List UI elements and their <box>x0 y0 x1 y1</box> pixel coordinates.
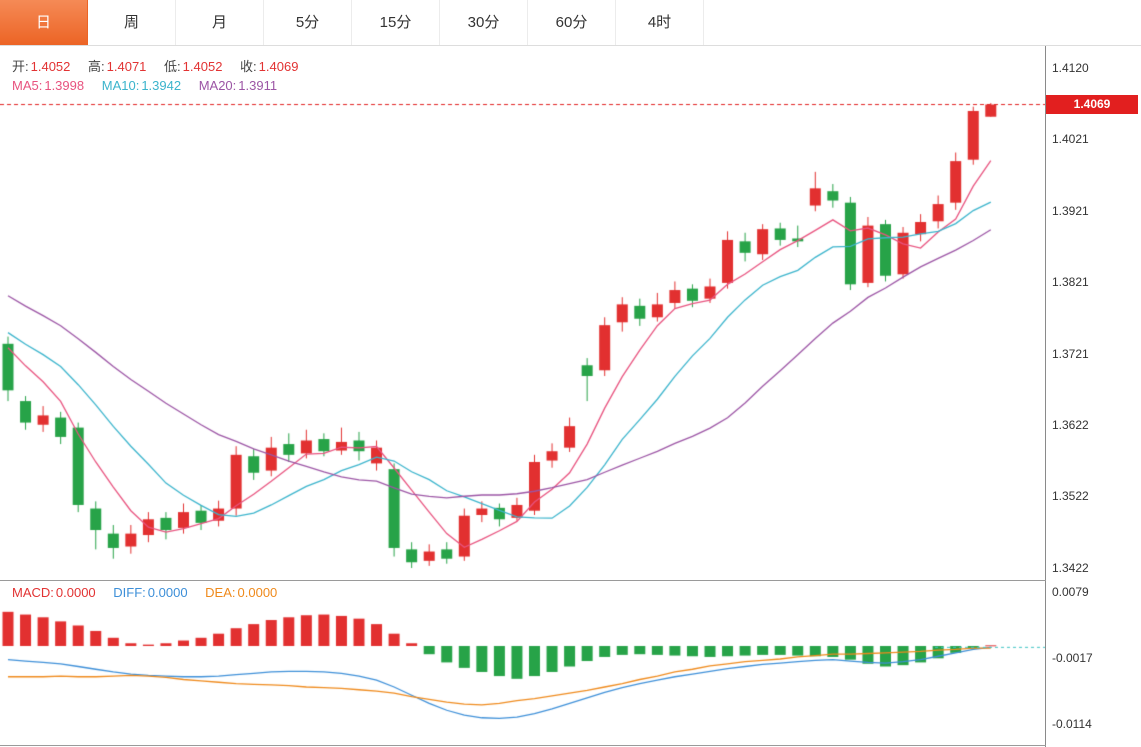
macd-axis-label: -0.0114 <box>1052 717 1092 731</box>
tab-week[interactable]: 周 <box>88 0 176 45</box>
tab-month[interactable]: 月 <box>176 0 264 45</box>
ohlc-open: 开: 1.4052 <box>12 59 71 74</box>
ohlc-legend: 开: 1.4052 高: 1.4071 低: 1.4052 收: 1.4069 <box>12 56 312 75</box>
ma10-legend: MA10: 1.3942 <box>101 78 182 93</box>
price-axis-label: 1.3921 <box>1052 204 1089 218</box>
ma-legend: MA5: 1.3998 MA10: 1.3942 MA20: 1.3911 <box>12 78 291 93</box>
tab-30min[interactable]: 30分 <box>440 0 528 45</box>
ohlc-close: 收: 1.4069 <box>240 59 299 74</box>
timeframe-toolbar: 日 周 月 5分 15分 30分 60分 4时 <box>0 0 1141 46</box>
tab-5min[interactable]: 5分 <box>264 0 352 45</box>
price-axis-label: 1.4021 <box>1052 132 1089 146</box>
tab-4hour[interactable]: 4时 <box>616 0 704 45</box>
ohlc-low: 低: 1.4052 <box>164 59 223 74</box>
dea-value: DEA: 0.0000 <box>205 585 278 600</box>
price-axis-divider <box>1045 45 1046 747</box>
ma20-legend: MA20: 1.3911 <box>198 78 278 93</box>
price-axis-label: 1.4120 <box>1052 61 1089 75</box>
macd-axis-label: -0.0017 <box>1052 651 1093 665</box>
tab-15min[interactable]: 15分 <box>352 0 440 45</box>
chart-bottom-border <box>0 745 1141 746</box>
ma5-legend: MA5: 1.3998 <box>12 78 85 93</box>
price-axis-label: 1.3622 <box>1052 418 1089 432</box>
price-axis-label: 1.3422 <box>1052 561 1089 575</box>
ohlc-high: 高: 1.4071 <box>88 59 147 74</box>
price-axis: 1.4120 1.4021 1.3921 1.3821 1.3721 1.362… <box>1046 45 1141 747</box>
macd-legend: MACD: 0.0000 DIFF: 0.0000 DEA: 0.0000 <box>12 585 291 600</box>
price-axis-label: 1.3821 <box>1052 275 1089 289</box>
tab-60min[interactable]: 60分 <box>528 0 616 45</box>
diff-value: DIFF: 0.0000 <box>113 585 188 600</box>
macd-value: MACD: 0.0000 <box>12 585 96 600</box>
price-axis-label: 1.3522 <box>1052 489 1089 503</box>
macd-pane-divider <box>0 580 1141 581</box>
tab-day[interactable]: 日 <box>0 0 88 45</box>
price-axis-label: 1.3721 <box>1052 347 1089 361</box>
macd-axis-label: 0.0079 <box>1052 585 1089 599</box>
current-price-tag: 1.4069 <box>1046 95 1138 114</box>
